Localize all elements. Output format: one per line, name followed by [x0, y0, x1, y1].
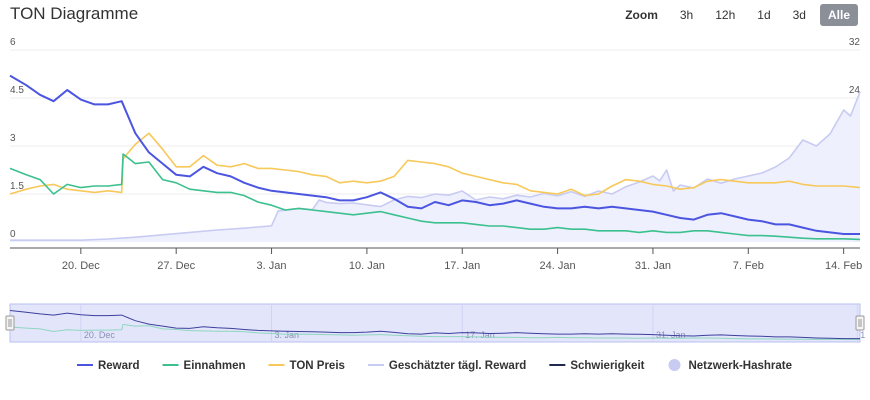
zoom-3h-button[interactable]: 3h — [679, 8, 694, 22]
legend-item-netzwerk-hashrate[interactable]: Netzwerk-Hashrate — [668, 359, 792, 372]
zoom-3d-button[interactable]: 3d — [792, 8, 806, 22]
x-tick-label: 3. Jan — [257, 260, 287, 272]
legend-label: Einnahmen — [184, 360, 246, 372]
y-right-tick-label: 24 — [849, 85, 861, 96]
legend-item-ton-preis[interactable]: TON Preis — [268, 360, 345, 372]
y-left-tick-label: 0 — [10, 229, 16, 240]
series-line-ton-preis — [9, 132, 861, 197]
x-tick-label: 31. Jan — [635, 260, 671, 272]
x-tick-label: 20. Dec — [62, 260, 100, 272]
zoom-all-button[interactable]: Alle — [819, 4, 858, 26]
legend-symbol — [668, 359, 681, 371]
x-tick-label: 24. Jan — [540, 260, 576, 272]
navigator-right-handle[interactable] — [855, 315, 865, 331]
navigator-label: 31. Jan — [656, 330, 686, 340]
x-tick-label: 7. Feb — [733, 260, 764, 272]
legend-label: Reward — [98, 360, 140, 372]
x-tick-label: 17. Jan — [444, 260, 480, 272]
x-tick-label: 10. Jan — [349, 260, 385, 272]
y-right-tick-label: 32 — [849, 37, 861, 48]
y-left-tick-label: 6 — [10, 37, 16, 48]
y-left-tick-label: 3 — [10, 133, 16, 144]
zoom-12h-button[interactable]: 12h — [715, 8, 736, 22]
navigator-label: 1 — [860, 330, 865, 340]
navigator-selection — [9, 303, 861, 343]
page-title: TON Diagramme — [10, 4, 139, 23]
series-area-estimated-reward — [10, 92, 860, 242]
navigator-line-einnahmen — [9, 323, 861, 340]
series-line-reward — [9, 74, 860, 235]
zoom-controls: Zoom 3h 12h 1d 3d Alle — [625, 4, 858, 26]
legend-item-schwierigkeit[interactable]: Schwierigkeit — [549, 360, 645, 372]
legend-item-gesch-tzter-t-gl-reward[interactable]: Geschätzter tägl. Reward — [367, 360, 526, 372]
y-right-tick-label: 8 — [854, 181, 860, 192]
y-right-tick-label: 0 — [854, 229, 860, 240]
navigator-label: 17. Jan — [465, 330, 495, 340]
series-line-gesch-tzter-t-gl-reward — [10, 91, 861, 241]
legend-label: Netzwerk-Hashrate — [688, 360, 792, 372]
legend-item-reward[interactable]: Reward — [76, 360, 140, 372]
navigator-label: 20. Dec — [84, 330, 116, 340]
zoom-1d-button[interactable]: 1d — [757, 8, 771, 22]
y-right-tick-label: 16 — [849, 133, 861, 144]
legend-label: Geschätzter tägl. Reward — [389, 360, 526, 372]
y-left-tick-label: 1.5 — [10, 181, 24, 192]
legend-label: TON Preis — [290, 360, 345, 372]
y-left-tick-label: 4.5 — [10, 85, 24, 96]
zoom-label: Zoom — [625, 8, 658, 22]
x-tick-label: 14. Feb — [825, 260, 862, 272]
x-tick-label: 27. Dec — [157, 260, 195, 272]
legend-label: Schwierigkeit — [570, 360, 644, 372]
navigator-label: 3. Jan — [275, 330, 300, 340]
legend-item-einnahmen[interactable]: Einnahmen — [162, 360, 246, 372]
series-line-einnahmen — [9, 153, 861, 241]
navigator-left-handle[interactable] — [5, 315, 15, 331]
navigator-line-reward — [9, 310, 860, 340]
